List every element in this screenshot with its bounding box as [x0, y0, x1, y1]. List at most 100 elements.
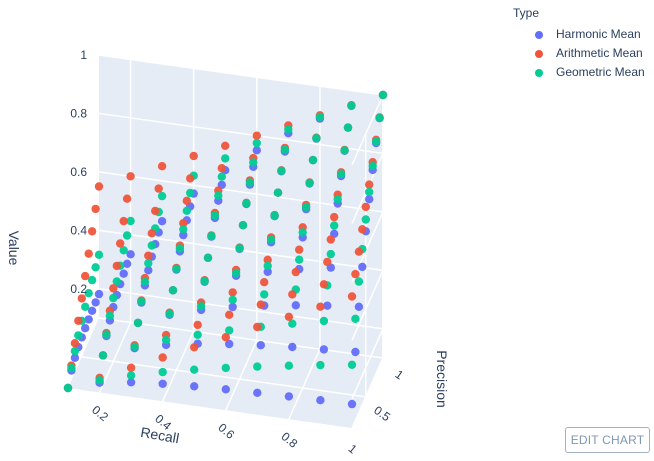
point-harmonic[interactable]: [225, 339, 234, 349]
point-geometric[interactable]: [319, 316, 329, 326]
point-geometric[interactable]: [221, 154, 230, 163]
point-geometric[interactable]: [193, 330, 202, 339]
point-geometric[interactable]: [221, 363, 230, 373]
point-geometric[interactable]: [316, 360, 325, 370]
point-geometric[interactable]: [252, 138, 261, 148]
point-geometric[interactable]: [161, 335, 171, 345]
point-geometric[interactable]: [361, 215, 370, 224]
point-harmonic[interactable]: [256, 341, 265, 350]
point-geometric[interactable]: [347, 101, 356, 110]
point-geometric[interactable]: [270, 211, 279, 220]
point-arithmetic[interactable]: [182, 196, 191, 205]
point-arithmetic[interactable]: [74, 316, 83, 325]
point-arithmetic[interactable]: [225, 310, 234, 319]
point-arithmetic[interactable]: [116, 239, 125, 248]
point-geometric[interactable]: [326, 249, 335, 259]
point-harmonic[interactable]: [358, 262, 367, 272]
point-arithmetic[interactable]: [354, 247, 364, 256]
point-harmonic[interactable]: [263, 267, 272, 276]
point-harmonic[interactable]: [70, 353, 80, 362]
point-arithmetic[interactable]: [91, 204, 100, 214]
point-geometric[interactable]: [253, 362, 262, 371]
legend-item-geometric[interactable]: Geometric Mean: [513, 64, 645, 83]
point-geometric[interactable]: [365, 187, 374, 197]
point-geometric[interactable]: [330, 221, 339, 230]
point-arithmetic[interactable]: [193, 320, 202, 330]
point-geometric[interactable]: [288, 319, 297, 328]
point-harmonic[interactable]: [81, 324, 90, 333]
point-arithmetic[interactable]: [112, 261, 122, 271]
point-harmonic[interactable]: [291, 301, 300, 310]
point-arithmetic[interactable]: [84, 249, 93, 258]
point-geometric[interactable]: [165, 309, 174, 318]
point-arithmetic[interactable]: [326, 235, 335, 244]
point-geometric[interactable]: [179, 225, 188, 234]
point-geometric[interactable]: [74, 331, 83, 340]
point-harmonic[interactable]: [347, 399, 357, 409]
point-geometric[interactable]: [67, 363, 76, 373]
point-arithmetic[interactable]: [126, 172, 135, 181]
point-harmonic[interactable]: [144, 266, 153, 275]
point-geometric[interactable]: [214, 191, 223, 200]
point-harmonic[interactable]: [221, 385, 230, 394]
point-arithmetic[interactable]: [263, 255, 272, 264]
point-geometric[interactable]: [242, 199, 251, 208]
point-harmonic[interactable]: [179, 230, 188, 240]
point-harmonic[interactable]: [365, 195, 374, 204]
legend-item-arithmetic[interactable]: Arithmetic Mean: [513, 45, 643, 64]
point-geometric[interactable]: [368, 161, 377, 171]
point-geometric[interactable]: [217, 172, 226, 181]
point-geometric[interactable]: [91, 263, 100, 272]
point-geometric[interactable]: [249, 158, 258, 167]
point-geometric[interactable]: [228, 295, 237, 305]
point-arithmetic[interactable]: [365, 180, 374, 189]
point-geometric[interactable]: [280, 145, 290, 154]
point-harmonic[interactable]: [158, 379, 167, 388]
point-harmonic[interactable]: [319, 345, 329, 354]
legend-item-harmonic[interactable]: Harmonic Mean: [513, 26, 641, 45]
point-geometric[interactable]: [312, 134, 321, 143]
point-harmonic[interactable]: [126, 250, 135, 259]
point-harmonic[interactable]: [94, 289, 104, 299]
point-geometric[interactable]: [84, 289, 93, 298]
point-geometric[interactable]: [301, 202, 311, 212]
point-geometric[interactable]: [354, 277, 364, 286]
point-arithmetic[interactable]: [179, 219, 188, 228]
point-arithmetic[interactable]: [109, 284, 118, 293]
point-arithmetic[interactable]: [253, 322, 262, 332]
point-geometric[interactable]: [235, 244, 244, 253]
point-geometric[interactable]: [315, 112, 325, 122]
point-geometric[interactable]: [231, 268, 241, 278]
point-geometric[interactable]: [200, 276, 209, 286]
point-arithmetic[interactable]: [81, 271, 90, 281]
point-geometric[interactable]: [347, 360, 357, 369]
point-geometric[interactable]: [375, 113, 384, 123]
point-geometric[interactable]: [172, 264, 181, 273]
point-geometric[interactable]: [298, 228, 307, 237]
point-arithmetic[interactable]: [330, 212, 339, 222]
point-harmonic[interactable]: [316, 396, 325, 405]
point-harmonic[interactable]: [157, 217, 167, 226]
point-harmonic[interactable]: [228, 302, 237, 312]
point-geometric[interactable]: [119, 246, 128, 255]
point-harmonic[interactable]: [84, 315, 93, 324]
edit-chart-button[interactable]: EDIT CHART: [565, 427, 650, 453]
point-geometric[interactable]: [245, 178, 255, 187]
point-arithmetic[interactable]: [221, 333, 230, 342]
point-harmonic[interactable]: [122, 259, 132, 268]
point-geometric[interactable]: [147, 241, 156, 250]
point-geometric[interactable]: [157, 191, 167, 201]
data-points[interactable]: [63, 90, 388, 409]
point-arithmetic[interactable]: [154, 184, 163, 193]
point-arithmetic[interactable]: [256, 300, 265, 309]
point-harmonic[interactable]: [119, 269, 128, 278]
point-arithmetic[interactable]: [319, 280, 329, 289]
point-arithmetic[interactable]: [228, 288, 237, 297]
point-geometric[interactable]: [102, 330, 111, 339]
point-geometric[interactable]: [238, 221, 248, 230]
point-arithmetic[interactable]: [158, 353, 167, 362]
point-geometric[interactable]: [109, 293, 118, 303]
point-geometric[interactable]: [305, 178, 314, 188]
point-arithmetic[interactable]: [291, 267, 300, 277]
